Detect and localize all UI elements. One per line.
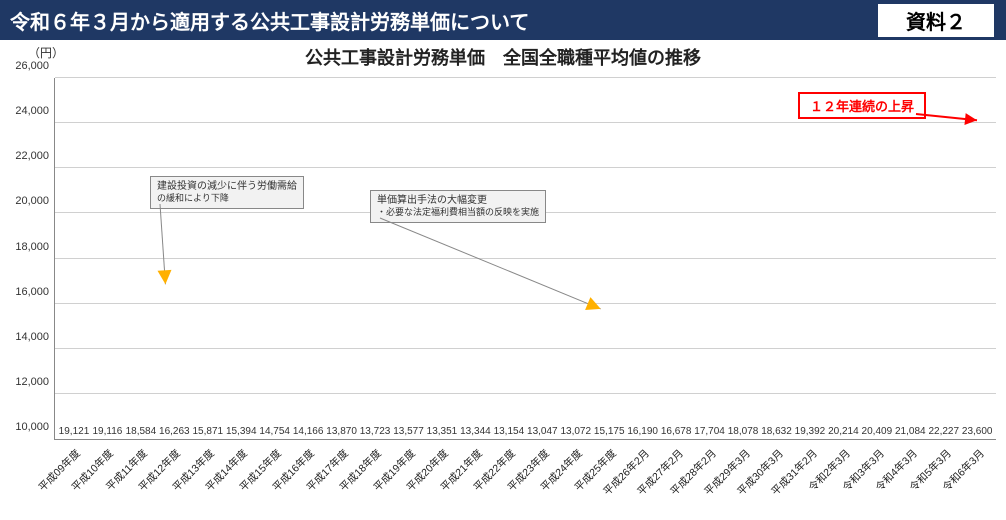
header-bar: 令和６年３月から適用する公共工事設計労務単価について 資料２ [0,0,1006,40]
chart-container: （円） 公共工事設計労務単価 全国全職種平均値の推移 19,12119,1161… [0,40,1006,520]
document-badge: 資料２ [876,2,996,39]
header-title: 令和６年３月から適用する公共工事設計労務単価について [10,6,876,35]
annotation-arrow [0,40,1006,520]
